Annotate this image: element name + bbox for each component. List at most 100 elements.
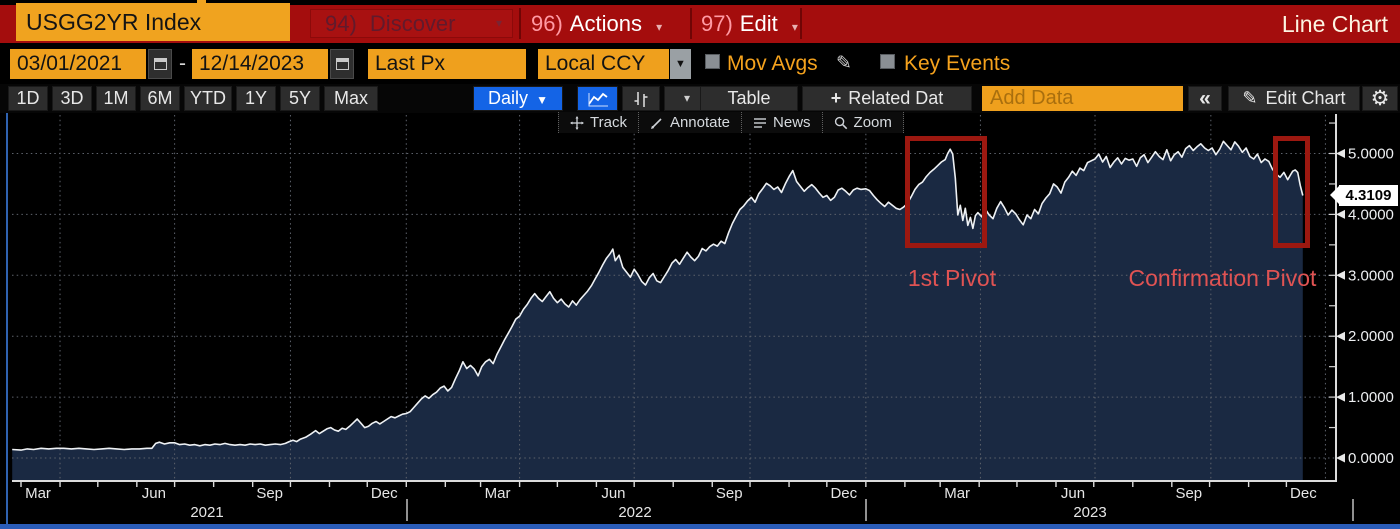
actions-shortcut: 96) (531, 11, 563, 36)
x-axis-month-label: Mar (944, 485, 970, 502)
range-button-6m[interactable]: 6M (140, 86, 180, 111)
y-axis-tick-arrow (1336, 392, 1345, 402)
mov-avgs-label: Mov Avgs (727, 52, 818, 75)
chart-settings-button[interactable]: ⚙ (1362, 86, 1398, 111)
frequency-dropdown[interactable]: Daily ▼ (473, 86, 563, 111)
menu-edit[interactable]: 97) Edit ▾ (701, 5, 798, 43)
x-axis-year-label: 2023 (1073, 504, 1106, 521)
range-button-5y[interactable]: 5Y (280, 86, 320, 111)
price-area-fill (12, 141, 1303, 481)
add-data-input[interactable] (982, 86, 1183, 111)
range-button-1m[interactable]: 1M (96, 86, 136, 111)
magnifier-icon (834, 116, 847, 129)
news-lines-icon (754, 117, 767, 128)
bottom-frame-line (0, 524, 1400, 529)
chevron-down-icon: ▾ (791, 20, 798, 34)
y-axis-tick-arrow (1336, 270, 1345, 280)
confirmation-pivot-annotation-box[interactable] (1273, 136, 1310, 248)
y-axis-tick-arrow (1336, 149, 1345, 158)
x-axis-month-label: Dec (1290, 485, 1317, 502)
x-axis-month-label: Jun (142, 485, 166, 502)
first-pivot-label[interactable]: 1st Pivot (907, 265, 997, 291)
calendar-icon[interactable] (148, 49, 172, 79)
key-events-label: Key Events (904, 52, 1011, 75)
range-button-ytd[interactable]: YTD (184, 86, 232, 111)
price-line (12, 140, 1304, 451)
x-axis-month-label: Sep (716, 485, 743, 502)
range-button-1y[interactable]: 1Y (236, 86, 276, 111)
calendar-icon[interactable] (330, 49, 354, 79)
last-price-badge: 4.3109 (1330, 184, 1398, 206)
edit-chart-button[interactable]: ✎ Edit Chart (1228, 86, 1360, 111)
date-range-dash: - (179, 52, 186, 75)
chart-tools-toolbar: Track Annotate News Zoom (558, 112, 904, 133)
related-data-label: Related Dat (848, 88, 944, 108)
edit-shortcut: 97) (701, 11, 733, 36)
line-chart-icon (587, 92, 608, 106)
x-axis-month-label: Mar (485, 485, 511, 502)
x-axis-month-label: Sep (256, 485, 283, 502)
track-tool[interactable]: Track (558, 112, 638, 133)
y-axis-tick-arrow (1336, 453, 1345, 463)
menu-divider (800, 8, 802, 39)
mov-avgs-checkbox[interactable] (705, 54, 720, 69)
news-tool[interactable]: News (741, 112, 822, 133)
range-button-max[interactable]: Max (324, 86, 378, 111)
date-from-field[interactable]: 03/01/2021 (10, 49, 146, 79)
pencil-icon: ✎ (1242, 88, 1258, 108)
frequency-value: Daily (488, 88, 529, 108)
chevron-down-icon: ▾ (495, 16, 502, 30)
x-axis-month-label: Jun (1061, 485, 1085, 502)
chart-toolbar: 1D 3D 1M 6M YTD 1Y 5Y Max Daily ▼ ▾ Table + Relat… (0, 84, 1400, 113)
left-frame-line (6, 113, 8, 525)
track-label: Track (590, 114, 627, 131)
chevron-down-icon: ▾ (683, 91, 691, 105)
x-axis-month-label: Sep (1175, 485, 1202, 502)
security-ticker-field[interactable]: USGG2YR Index (16, 3, 290, 41)
range-button-1d[interactable]: 1D (8, 86, 48, 111)
range-button-3d[interactable]: 3D (52, 86, 92, 111)
chevron-down-icon: ▼ (536, 93, 548, 107)
y-axis-tick-arrow (1336, 209, 1345, 219)
x-axis-month-label: Mar (25, 485, 51, 502)
line-chart-type-button[interactable] (577, 86, 618, 111)
ticker-caret (197, 0, 206, 4)
y-axis-tick-arrow (1336, 331, 1345, 341)
currency-select[interactable]: Local CCY (538, 49, 669, 79)
zoom-tool[interactable]: Zoom (821, 112, 904, 133)
edit-label: Edit (739, 11, 778, 36)
y-axis-tick-label: 3.0000 (1348, 267, 1394, 284)
panel-title: Line Chart (1281, 11, 1388, 37)
menu-discover[interactable]: 94) Discover ▾ (310, 9, 513, 38)
key-events-checkbox[interactable] (880, 54, 895, 69)
collapse-panel-button[interactable]: « (1188, 86, 1222, 111)
first-pivot-annotation-box[interactable] (905, 136, 987, 248)
chevron-down-icon: ▾ (656, 20, 663, 34)
menu-actions[interactable]: 96) Actions ▾ (531, 5, 662, 43)
news-label: News (773, 114, 811, 131)
ohlc-bars-icon (634, 91, 648, 107)
price-field-select[interactable]: Last Px (368, 49, 526, 79)
related-data-button[interactable]: + Related Dat (802, 86, 972, 111)
confirmation-pivot-label[interactable]: Confirmation Pivot (1128, 265, 1317, 291)
date-to-field[interactable]: 12/14/2023 (192, 49, 328, 79)
actions-label: Actions (569, 11, 642, 36)
discover-label: Discover (369, 11, 456, 36)
edit-mov-avgs-icon[interactable]: ✎ (836, 53, 852, 74)
x-axis-year-label: 2021 (190, 504, 223, 521)
annotate-tool[interactable]: Annotate (637, 112, 741, 133)
track-crosshair-icon (570, 115, 584, 130)
top-menu-bar: USGG2YR Index 94) Discover ▾ 96) Actions … (0, 0, 1400, 43)
bar-chart-type-button[interactable] (622, 86, 660, 111)
annotate-label: Annotate (669, 114, 731, 131)
annotate-pencil-icon (650, 117, 662, 129)
y-axis-tick-label: 1.0000 (1348, 389, 1394, 406)
gear-icon: ⚙ (1370, 87, 1390, 110)
x-axis-year-label: 2022 (618, 504, 651, 521)
y-axis-tick-label: 2.0000 (1348, 328, 1394, 345)
table-button[interactable]: Table (700, 86, 798, 111)
currency-dropdown-button[interactable]: ▼ (670, 49, 691, 79)
menu-divider (519, 8, 521, 39)
x-axis-month-label: Jun (601, 485, 625, 502)
